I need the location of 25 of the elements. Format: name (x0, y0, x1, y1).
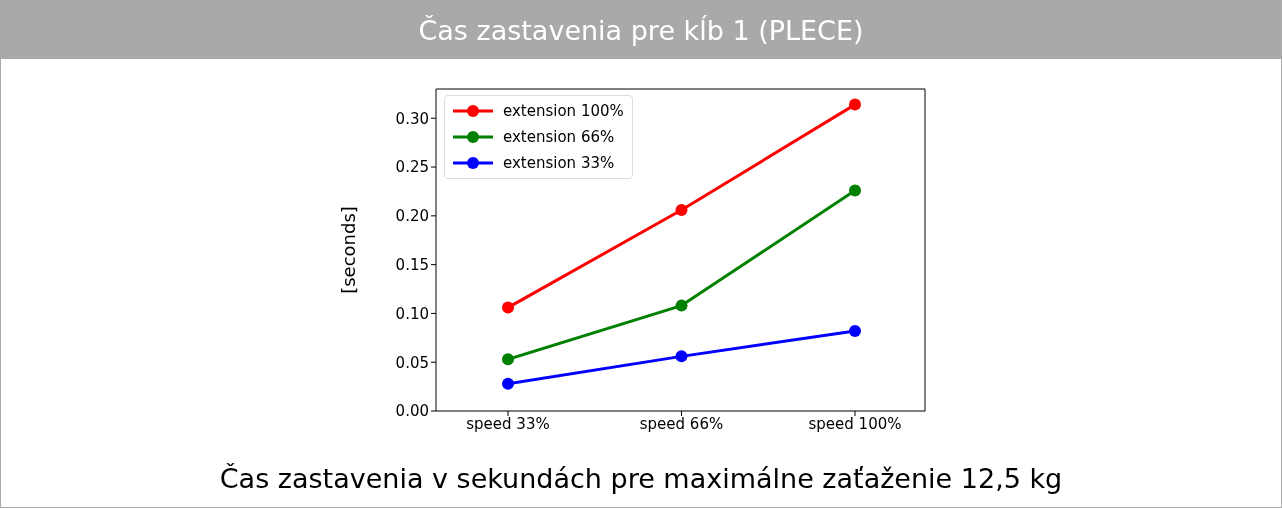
y-tick-label: 0.20 (395, 207, 429, 226)
point (675, 299, 688, 312)
x-tick-label: speed 100% (808, 414, 902, 433)
text: Čas zastavenia v sekundách pre maximálne zaťaženie 12,5 kg (218, 463, 1064, 494)
x-tick-label: speed 33% (466, 414, 550, 433)
y-tick-label: 0.00 (395, 402, 429, 421)
point (849, 98, 861, 111)
point (502, 301, 514, 314)
y-tick-label: 0.30 (395, 109, 429, 128)
point (502, 353, 514, 366)
chart-title: Čas zastavenia pre kĺb 1 (PLECE) (1, 1, 1281, 59)
legend-label: extension 100% (503, 102, 624, 120)
y-tick-label: 0.25 (395, 158, 429, 177)
point (675, 350, 688, 363)
point (849, 184, 861, 197)
y-tick-label: 0.10 (395, 304, 429, 323)
y-tick-label: 0.15 (395, 255, 429, 274)
legend-label: extension 33% (503, 154, 615, 172)
legend-label: extension 66% (503, 128, 615, 146)
point (675, 203, 688, 216)
y-axis-title: [seconds] (338, 206, 360, 294)
point (502, 377, 514, 390)
y-tick-label: 0.05 (395, 353, 429, 372)
point (849, 324, 861, 337)
x-tick-label: speed 66% (639, 414, 724, 433)
